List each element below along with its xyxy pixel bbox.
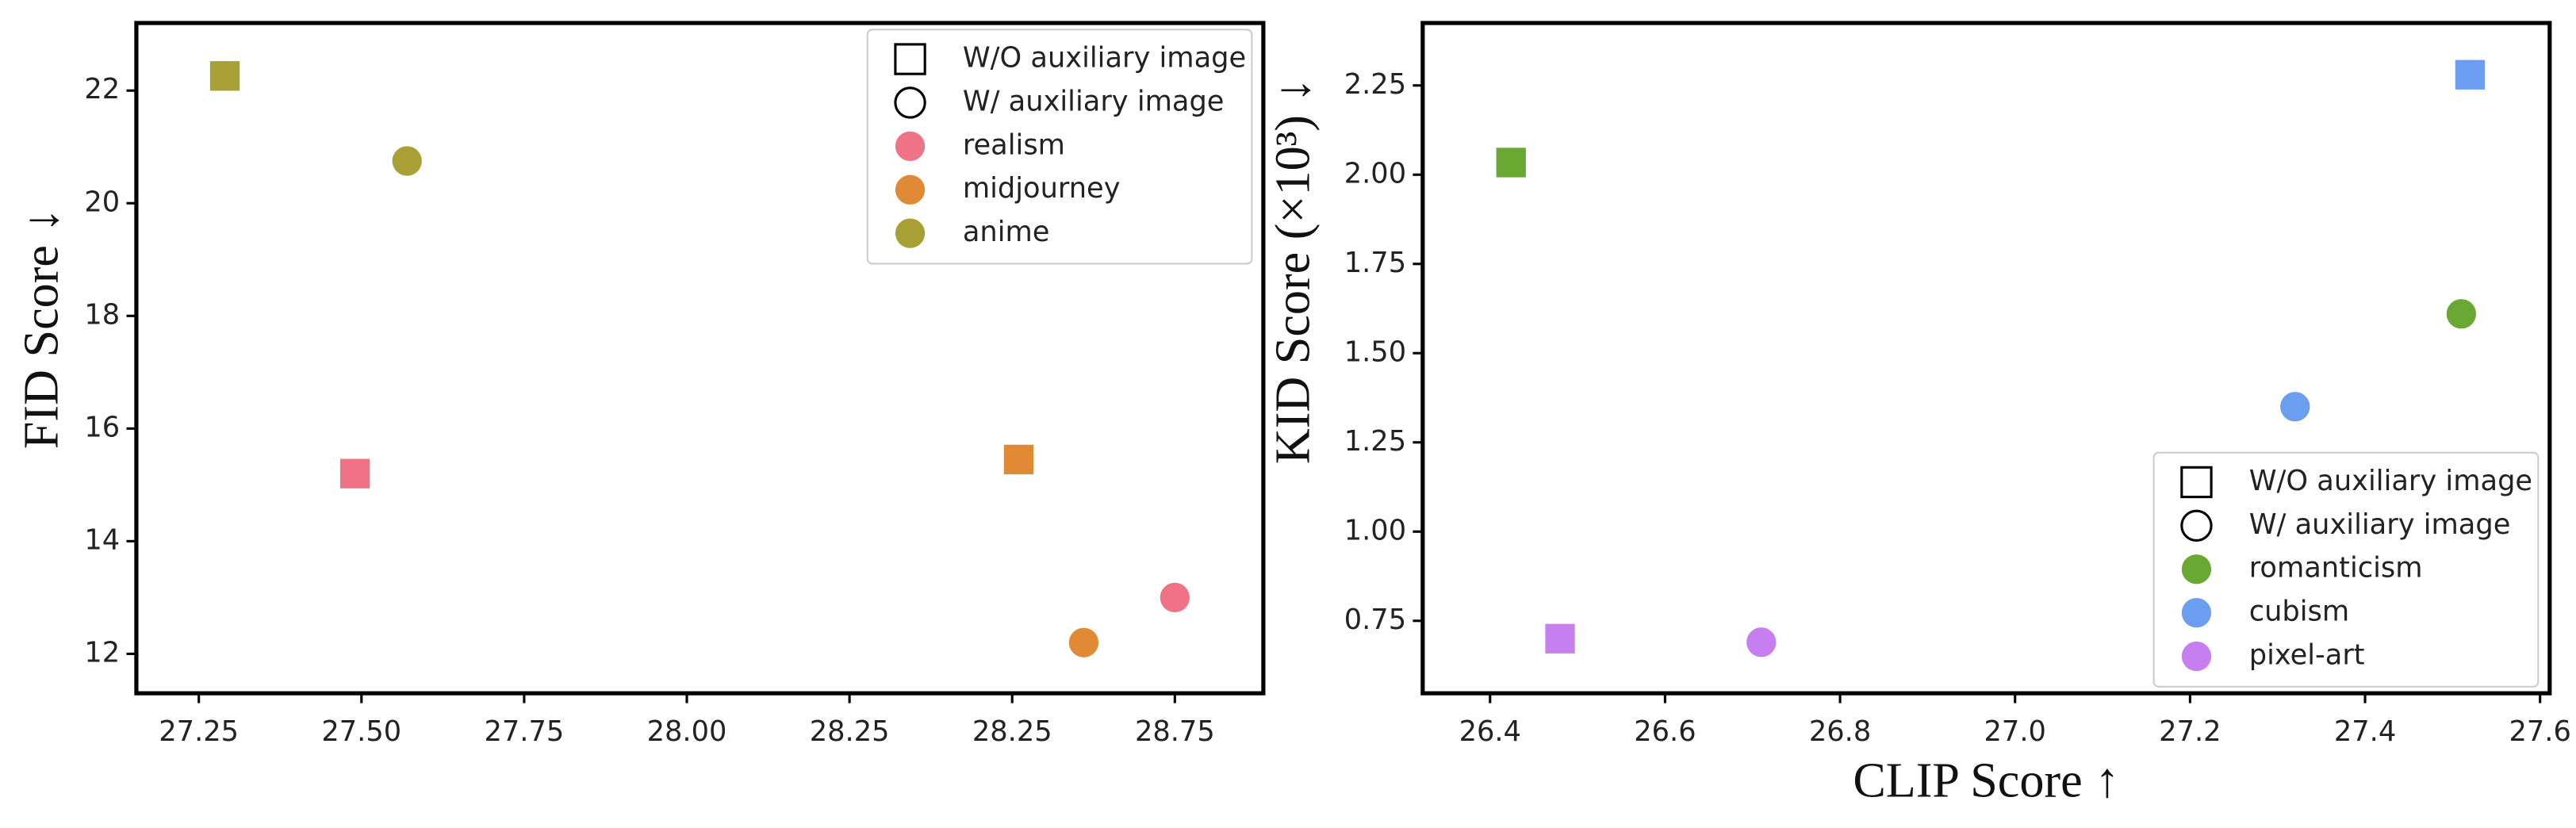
- legend-label: W/O auxiliary image: [2249, 465, 2532, 497]
- y-tick-label: 1.25: [1344, 425, 1406, 458]
- x-tick-label: 26.8: [1809, 715, 1871, 748]
- y-tick-label: 14: [84, 523, 120, 556]
- point: [209, 61, 240, 91]
- legend-marker: [2180, 466, 2213, 499]
- legend-label: W/O auxiliary image: [963, 42, 1246, 75]
- x-tick-label: 28.25: [810, 715, 890, 748]
- legend-swatch: [2181, 597, 2212, 628]
- legend-swatch: [895, 174, 926, 205]
- legend-label: realism: [963, 128, 1065, 161]
- point: [2280, 392, 2310, 422]
- legend-box: [2152, 451, 2540, 688]
- y-tick-label: 1.50: [1344, 335, 1406, 368]
- point: [339, 458, 370, 489]
- x-tick-label: 27.50: [321, 715, 401, 748]
- y-tick-label: 1.75: [1344, 247, 1406, 279]
- y-axis-label: KID Score (×10³) ↓: [1267, 78, 1321, 464]
- y-tick-label: 18: [84, 298, 120, 331]
- legend-label: pixel-art: [2249, 639, 2365, 672]
- x-axis-label: CLIP Score ↑: [1853, 753, 2119, 807]
- y-tick-label: 22: [84, 73, 120, 105]
- legend-label: W/ auxiliary image: [963, 85, 1225, 117]
- point: [1496, 148, 1526, 178]
- x-tick-label: 27.4: [2334, 715, 2396, 748]
- legend-swatch: [895, 131, 926, 161]
- y-tick-label: 16: [84, 411, 120, 443]
- plot-frame: [134, 21, 1266, 696]
- y-tick-label: 1.00: [1344, 514, 1406, 546]
- legend-label: midjourney: [963, 172, 1121, 205]
- point: [2446, 299, 2477, 329]
- x-tick-label: 28.75: [1135, 715, 1215, 748]
- legend-marker: [2180, 509, 2213, 542]
- point: [2455, 59, 2486, 90]
- x-tick-label: 27.6: [2509, 715, 2570, 748]
- y-tick-label: 0.75: [1344, 604, 1406, 636]
- y-tick-label: 2.25: [1344, 68, 1406, 101]
- legend-marker: [894, 86, 926, 119]
- x-tick-label: 28.25: [972, 715, 1052, 748]
- x-tick-label: 27.2: [2159, 715, 2221, 748]
- x-tick-label: 27.0: [1984, 715, 2046, 748]
- legend-label: anime: [963, 216, 1050, 248]
- x-tick-label: 27.25: [159, 715, 239, 748]
- point: [1746, 627, 1777, 657]
- point: [1068, 627, 1099, 657]
- legend-swatch: [2181, 554, 2212, 585]
- point: [1545, 623, 1575, 654]
- x-tick-label: 26.4: [1459, 715, 1521, 748]
- legend-label: romanticism: [2249, 552, 2423, 585]
- plot-frame: [1420, 21, 2552, 696]
- legend-box: [866, 29, 1253, 265]
- legend-label: W/ auxiliary image: [2249, 508, 2511, 541]
- x-tick-label: 27.75: [485, 715, 565, 748]
- y-tick-label: 12: [84, 636, 120, 669]
- point: [392, 146, 422, 176]
- y-tick-label: 2.00: [1344, 157, 1406, 190]
- x-tick-label: 28.00: [647, 715, 727, 748]
- figure-body: 27.25 27.50 27.75 28.00 28.25 28.25 28.75 12 14 1…: [14, 21, 2571, 807]
- y-tick-label: 20: [84, 186, 120, 218]
- point: [1160, 582, 1190, 613]
- point: [1003, 444, 1034, 475]
- y-axis-label: FID Score ↓: [14, 208, 68, 449]
- legend-label: cubism: [2249, 596, 2349, 628]
- legend-swatch: [2181, 641, 2212, 672]
- legend-swatch: [895, 218, 926, 248]
- x-tick-label: 26.6: [1634, 715, 1696, 748]
- legend-marker: [894, 43, 926, 75]
